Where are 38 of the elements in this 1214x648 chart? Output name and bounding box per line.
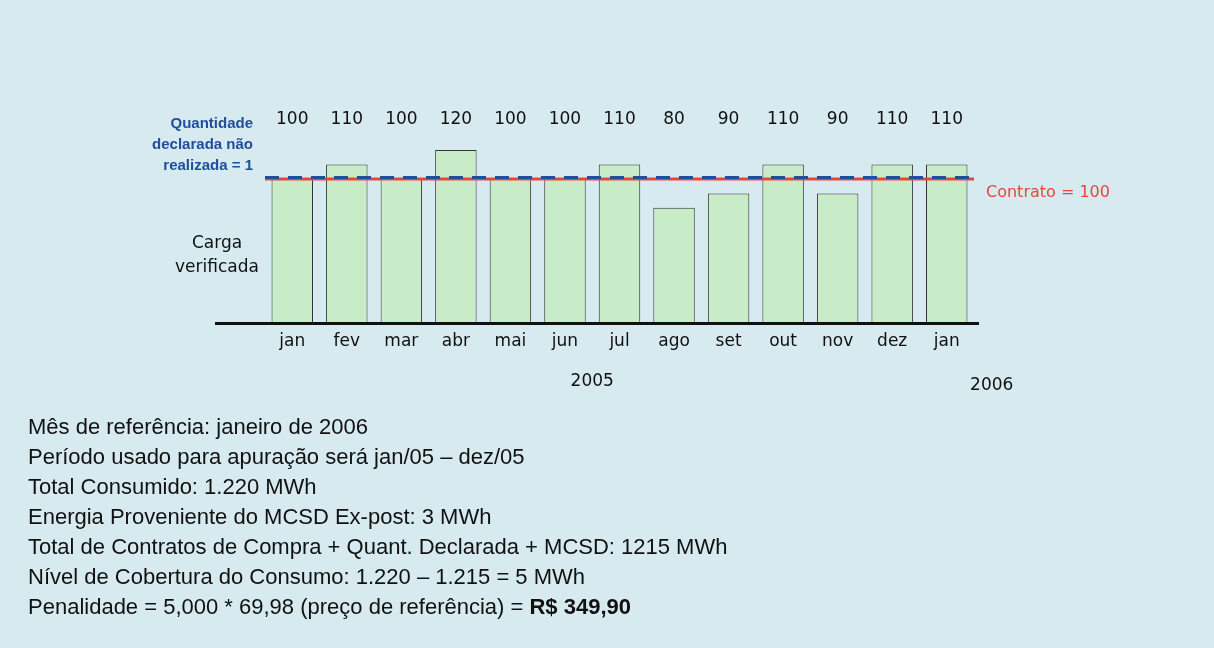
data-label: 100 [548, 107, 582, 128]
data-label: 100 [494, 107, 527, 128]
text: Quantidade declarada não realizada = 1 [152, 113, 253, 173]
data-label: 110 [766, 107, 800, 128]
x-tick-label: out [769, 330, 798, 351]
text: Total de Contratos de Compra + Quant. Declarada + MCSD: 1215 MWh [28, 533, 728, 561]
data-label: 110 [603, 107, 636, 128]
data-label: 80 [663, 107, 685, 128]
data-label: 100 [385, 107, 418, 128]
x-tick-label: set [715, 330, 742, 351]
text: 2006 [970, 374, 1014, 395]
x-tick-label: nov [822, 330, 854, 351]
x-tick-label: jun [550, 330, 579, 351]
x-tick-label: jul [608, 330, 630, 351]
ref-line-label: Contrato = 100 [986, 182, 1110, 202]
data-label: 100 [276, 107, 309, 128]
text: Mês de referência: janeiro de 2006 [28, 413, 369, 441]
x-tick-label: mai [494, 330, 527, 351]
data-label: 110 [330, 107, 364, 128]
text: Total Consumido: 1.220 MWh [28, 473, 318, 501]
x-tick-label: jan [278, 330, 306, 351]
x-tick-label: fev [333, 330, 361, 351]
data-label: 120 [439, 107, 473, 128]
x-tick-label: jan [932, 330, 960, 351]
data-label: 110 [930, 107, 963, 128]
x-tick-label: mar [384, 330, 419, 351]
data-label: 90 [826, 107, 849, 128]
data-label: 110 [875, 107, 909, 128]
x-tick-label: ago [658, 330, 690, 351]
data-label: 90 [717, 107, 740, 128]
text: Carga verificada [175, 232, 259, 277]
text: Penalidade = 5,000 * 69,98 (preço de referência) = R$ 349,90 [28, 593, 632, 621]
text: Energia Proveniente do MCSD Ex-post: 3 MWh [28, 503, 493, 531]
x-tick-label: abr [441, 330, 470, 351]
x-tick-label: dez [877, 330, 908, 351]
text: Período usado para apuração será jan/05 – dez/05 [28, 443, 526, 471]
text: Nível de Cobertura do Consumo: 1.220 – 1.215 = 5 MWh [28, 563, 587, 591]
text: 2005 [570, 370, 614, 391]
